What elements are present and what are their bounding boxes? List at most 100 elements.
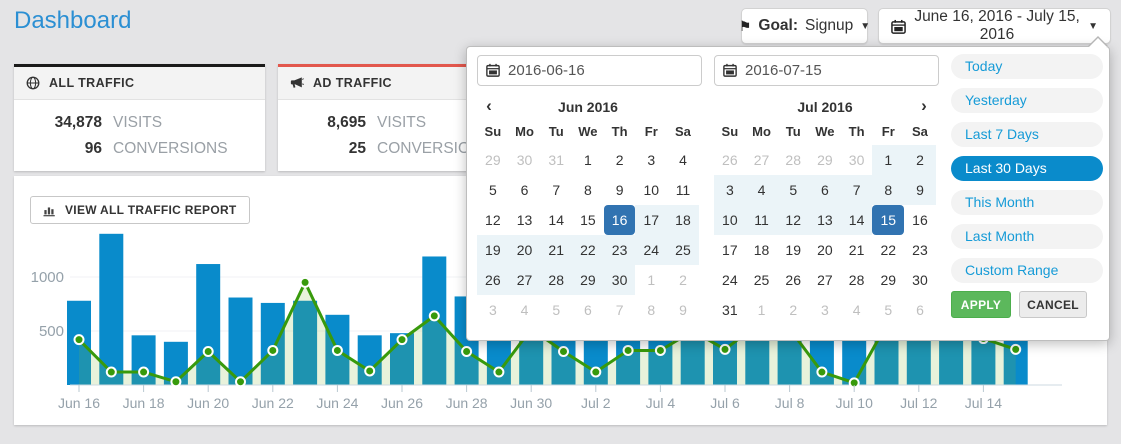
day-cell[interactable]: 3 [647,152,656,168]
day-cell[interactable]: 29 [817,152,833,168]
day-cell[interactable]: 21 [540,235,573,265]
day-cell[interactable]: 1 [757,302,766,318]
day-cell[interactable]: 30 [912,272,928,288]
day-cell[interactable]: 1 [647,272,656,288]
day-cell[interactable]: 18 [667,205,699,235]
day-cell[interactable]: 17 [635,205,668,235]
end-date-input[interactable] [714,55,939,86]
day-cell[interactable]: 13 [516,212,533,228]
day-cell[interactable]: 22 [880,242,897,258]
day-cell-selected[interactable]: 15 [872,205,905,235]
day-cell[interactable]: 27 [753,152,770,168]
day-cell[interactable]: 31 [548,152,564,168]
day-cell[interactable]: 11 [675,182,691,198]
day-cell[interactable]: 24 [722,272,738,288]
day-cell[interactable]: 10 [714,205,746,235]
day-cell[interactable]: 24 [635,235,668,265]
day-cell[interactable]: 20 [508,235,541,265]
day-cell[interactable]: 30 [516,152,533,168]
day-cell[interactable]: 26 [477,265,509,295]
day-cell[interactable]: 9 [679,302,687,318]
day-cell[interactable]: 7 [840,175,873,205]
day-cell[interactable]: 28 [785,152,801,168]
day-cell[interactable]: 5 [552,302,561,318]
day-cell[interactable]: 7 [615,302,624,318]
day-cell[interactable]: 31 [722,302,738,318]
day-cell[interactable]: 8 [647,302,656,318]
range-option-last-month[interactable]: Last Month [951,224,1103,249]
day-cell[interactable]: 22 [572,235,604,265]
day-cell[interactable]: 8 [584,182,592,198]
day-cell[interactable]: 1 [872,145,905,175]
day-cell[interactable]: 30 [848,152,865,168]
day-cell[interactable]: 26 [785,272,801,288]
day-cell[interactable]: 11 [745,205,778,235]
day-cell[interactable]: 23 [912,242,928,258]
day-cell[interactable]: 4 [520,302,529,318]
day-cell[interactable]: 12 [485,212,501,228]
day-cell[interactable]: 14 [548,212,564,228]
range-option-yesterday[interactable]: Yesterday [951,88,1103,113]
day-cell[interactable]: 10 [643,182,660,198]
day-cell[interactable]: 30 [603,265,636,295]
day-cell[interactable]: 3 [488,302,497,318]
day-cell[interactable]: 5 [884,302,893,318]
day-cell[interactable]: 21 [848,242,865,258]
day-cell-selected[interactable]: 16 [603,205,636,235]
day-cell[interactable]: 2 [904,145,936,175]
day-cell[interactable]: 3 [821,302,829,318]
day-cell[interactable]: 19 [785,242,801,258]
day-cell[interactable]: 5 [488,182,497,198]
day-cell[interactable]: 8 [872,175,905,205]
day-cell[interactable]: 13 [809,205,841,235]
day-cell[interactable]: 25 [667,235,699,265]
day-cell[interactable]: 9 [904,175,936,205]
range-option-this-month[interactable]: This Month [951,190,1103,215]
next-month-button[interactable]: › [921,96,927,115]
day-cell[interactable]: 18 [753,242,770,258]
day-cell[interactable]: 17 [722,242,738,258]
day-cell[interactable]: 6 [520,182,529,198]
day-cell[interactable]: 28 [540,265,573,295]
day-cell[interactable]: 15 [580,212,596,228]
day-cell[interactable]: 6 [809,175,841,205]
day-cell[interactable]: 4 [745,175,778,205]
day-cell[interactable]: 9 [615,182,624,198]
view-all-traffic-report-button[interactable]: VIEW ALL TRAFFIC REPORT [30,196,250,224]
day-cell[interactable]: 12 [777,205,810,235]
prev-month-button[interactable]: ‹ [486,96,492,115]
range-option-last-30-days[interactable]: Last 30 Days [951,156,1103,181]
day-cell[interactable]: 29 [880,272,897,288]
day-cell[interactable]: 2 [789,302,798,318]
day-cell[interactable]: 29 [485,152,501,168]
day-cell[interactable]: 4 [679,152,687,168]
day-cell[interactable]: 1 [584,152,592,168]
day-cell[interactable]: 16 [912,212,928,228]
day-cell[interactable]: 19 [477,235,509,265]
day-cell[interactable]: 27 [508,265,541,295]
day-cell[interactable]: 26 [722,152,738,168]
day-cell[interactable]: 2 [679,272,687,288]
day-cell[interactable]: 29 [572,265,604,295]
range-option-last-7-days[interactable]: Last 7 Days [951,122,1103,147]
day-cell[interactable]: 6 [584,302,592,318]
day-cell[interactable]: 6 [916,302,924,318]
date-range-button[interactable]: June 16, 2016 - July 15, 2016 ▼ [878,8,1111,44]
range-option-today[interactable]: Today [951,54,1103,79]
day-cell[interactable]: 20 [817,242,833,258]
day-cell[interactable]: 28 [848,272,865,288]
day-cell[interactable]: 5 [777,175,810,205]
day-cell[interactable]: 4 [852,302,861,318]
day-cell[interactable]: 23 [603,235,636,265]
start-date-input[interactable] [477,55,702,86]
apply-button[interactable]: APPLY [951,291,1011,318]
day-cell[interactable]: 14 [840,205,873,235]
goal-selector-button[interactable]: ⚑ Goal: Signup ▼ [739,8,870,44]
day-cell[interactable]: 25 [753,272,770,288]
day-cell[interactable]: 3 [714,175,746,205]
day-cell[interactable]: 27 [817,272,833,288]
cancel-button[interactable]: CANCEL [1019,291,1087,318]
range-option-custom-range[interactable]: Custom Range [951,258,1103,283]
day-cell[interactable]: 2 [615,152,624,168]
day-cell[interactable]: 7 [552,182,561,198]
